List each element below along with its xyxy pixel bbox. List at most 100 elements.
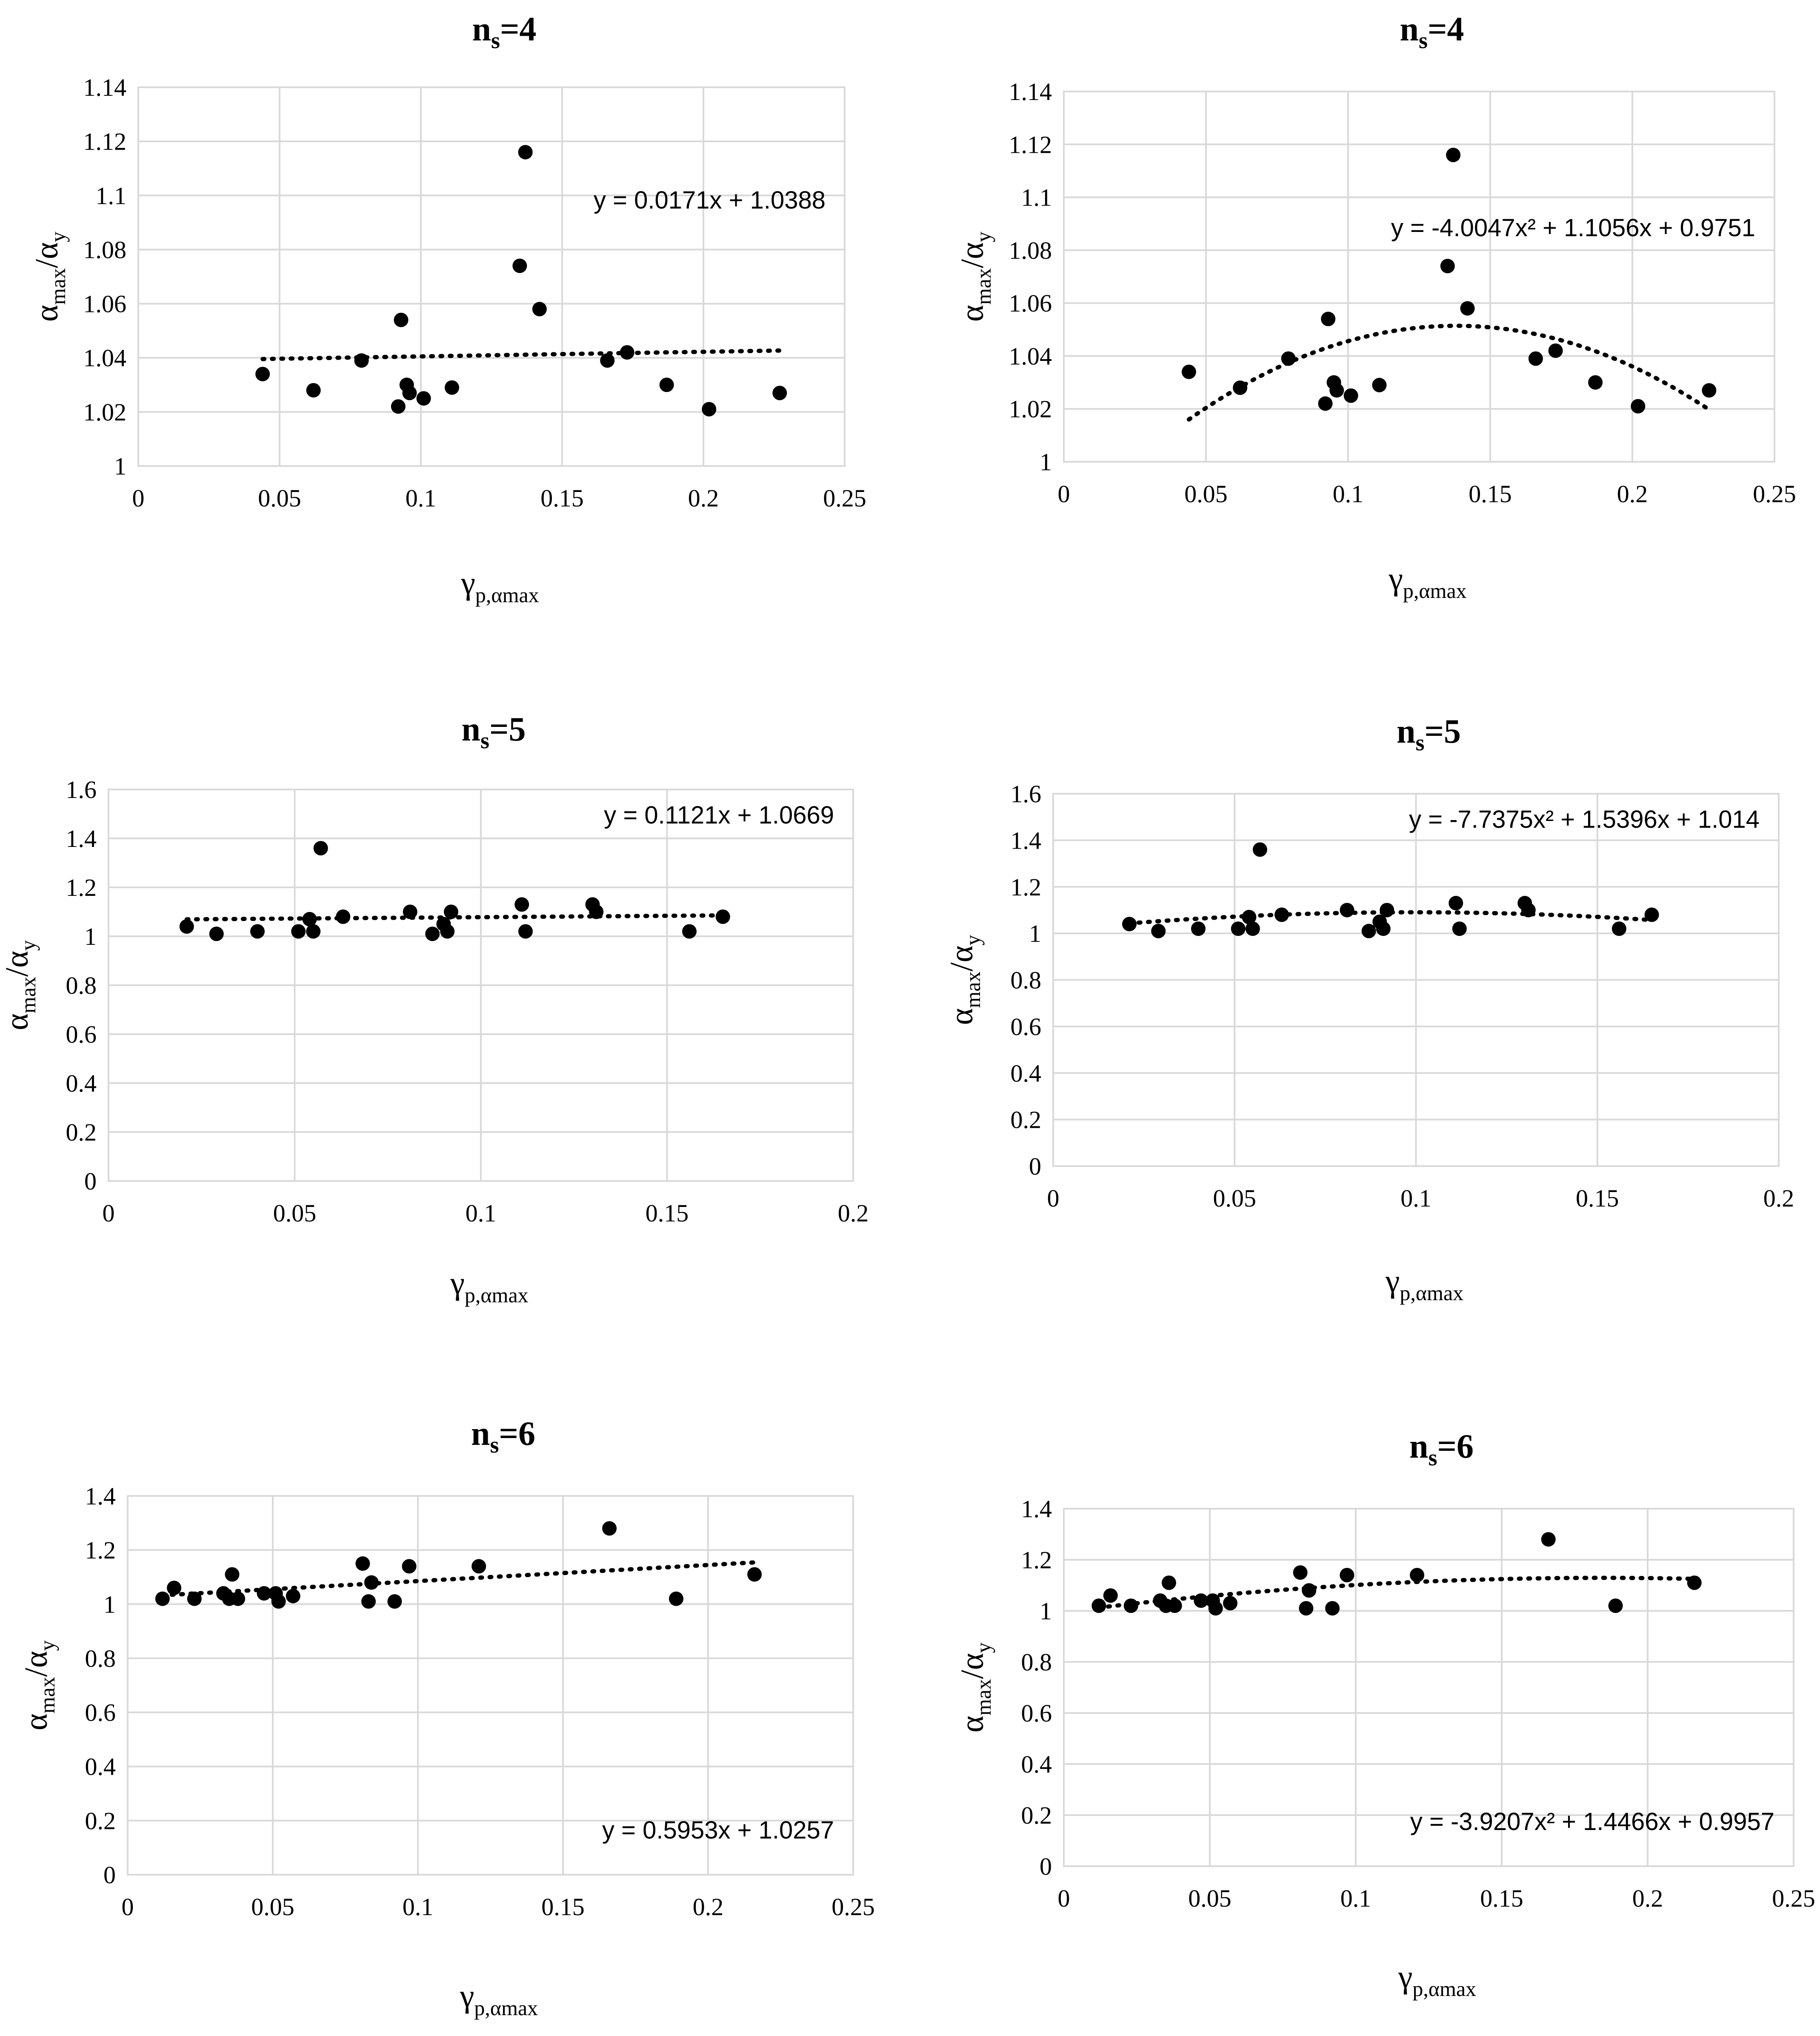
data-point	[336, 909, 351, 924]
trendline-equation: y = 0.1121x + 1.0669	[604, 801, 834, 829]
y-tick-label: 1	[84, 923, 97, 950]
chart-1: 1 1.02 1.04 1.06 1.08 1.1 1.12 1.14 0 0.05 0.1 0.15…	[29, 11, 866, 607]
data-point	[1245, 921, 1260, 936]
y-tick-label: 1.6	[1011, 780, 1042, 808]
data-point	[1460, 301, 1475, 316]
data-point	[1548, 343, 1563, 358]
x-tick-label: 0.05	[1188, 1884, 1231, 1912]
plot-frame	[127, 1495, 854, 1876]
x-tick-label: 0.05	[1213, 1184, 1257, 1212]
data-point	[702, 402, 717, 417]
data-point	[1440, 259, 1455, 274]
data-point	[1372, 377, 1387, 392]
y-axis-label: αmax/αy	[954, 1642, 995, 1733]
x-tick-label: 0.2	[1617, 480, 1648, 508]
data-point	[313, 841, 328, 855]
data-point	[402, 386, 417, 400]
y-tick-label: 0	[84, 1167, 97, 1195]
data-point	[391, 399, 406, 414]
data-point	[440, 924, 455, 939]
x-tick-label: 0.2	[1632, 1884, 1663, 1912]
data-point	[425, 926, 440, 941]
data-point	[1208, 1601, 1223, 1616]
x-tick-label: 0.15	[540, 484, 584, 512]
data-point	[250, 924, 265, 939]
data-point	[1588, 375, 1603, 390]
y-tick-label: 1	[103, 1590, 116, 1618]
data-point	[1151, 924, 1166, 938]
data-point	[1608, 1598, 1623, 1613]
data-point	[1361, 924, 1376, 938]
data-point	[659, 377, 674, 392]
data-point	[187, 1591, 202, 1606]
x-tick-label: 0.15	[646, 1199, 689, 1227]
y-tick-label: 1.2	[1011, 873, 1042, 901]
data-point	[1449, 896, 1463, 911]
y-tick-label: 1.08	[1009, 237, 1052, 264]
y-tick-label: 0.6	[1021, 1699, 1052, 1727]
chart-title: ns=6	[1409, 1428, 1474, 1470]
x-axis-label: γp,αmax	[1388, 561, 1466, 603]
data-point	[1340, 1568, 1354, 1582]
data-point	[602, 1521, 617, 1536]
x-tick-label: 0.1	[1400, 1184, 1431, 1212]
data-point	[1329, 383, 1344, 398]
x-tick-label: 0	[122, 1893, 134, 1921]
x-tick-label: 0.05	[258, 484, 301, 512]
data-point	[444, 904, 458, 919]
data-point	[715, 909, 730, 924]
plot-frame	[1063, 91, 1775, 463]
y-tick-label: 0.6	[66, 1021, 97, 1048]
y-tick-label: 1	[1029, 920, 1041, 947]
x-tick-label: 0.25	[831, 1893, 875, 1921]
y-tick-label: 1.4	[66, 825, 97, 852]
data-point	[1325, 1601, 1340, 1616]
data-point	[1376, 921, 1391, 936]
trendline	[260, 348, 782, 361]
data-point	[1252, 842, 1267, 857]
plot-frame	[1052, 793, 1780, 1167]
y-tick-label: 0.2	[66, 1118, 97, 1146]
data-point	[1299, 1601, 1314, 1616]
y-tick-label: 1.02	[1009, 395, 1052, 423]
data-point	[1281, 351, 1296, 366]
trendline-equation: y = -7.7375x² + 1.5396x + 1.014	[1409, 806, 1760, 833]
data-point	[1242, 909, 1257, 924]
y-tick-label: 1.1	[96, 182, 127, 209]
x-tick-label: 0.15	[1480, 1884, 1523, 1912]
data-point	[355, 1556, 370, 1571]
y-tick-label: 1	[1040, 448, 1052, 476]
y-tick-label: 1.2	[1021, 1546, 1052, 1574]
trendline	[1097, 1576, 1697, 1610]
x-tick-label: 0	[1058, 480, 1070, 508]
y-tick-label: 0	[1040, 1853, 1052, 1880]
y-tick-label: 1.14	[1009, 78, 1052, 106]
chart-3: 0 0.2 0.4 0.6 0.8 1 1.2 1.4 1.6 0 0.05 0.1 0.15 0.2 y …	[0, 711, 869, 1307]
x-axis-label: γp,αmax	[460, 565, 539, 607]
data-point	[1446, 148, 1461, 163]
data-point	[1223, 1596, 1238, 1610]
y-tick-label: 0	[1029, 1152, 1041, 1180]
data-point	[1233, 380, 1248, 395]
chart-4: 0 0.2 0.4 0.6 0.8 1 1.2 1.4 1.6 0 0.05 0.1 0.15 0.2 y …	[944, 713, 1794, 1305]
data-point	[471, 1559, 486, 1574]
data-point	[364, 1575, 379, 1590]
data-point	[1318, 396, 1333, 411]
chart-title: ns=5	[1397, 713, 1461, 755]
data-point	[387, 1594, 402, 1609]
data-point	[1340, 903, 1354, 918]
y-axis-label: αmax/αy	[0, 940, 40, 1030]
x-tick-label: 0.2	[838, 1199, 869, 1227]
data-point	[518, 145, 533, 160]
data-point	[1343, 388, 1358, 403]
x-tick-label: 0.25	[1772, 1884, 1815, 1912]
data-point	[445, 380, 460, 395]
data-point	[155, 1591, 170, 1606]
y-tick-label: 1	[114, 452, 126, 480]
x-tick-label: 0.15	[1576, 1184, 1619, 1212]
y-tick-label: 0.6	[85, 1699, 116, 1727]
data-point	[394, 312, 409, 327]
data-point	[1702, 383, 1717, 398]
data-point	[291, 924, 306, 939]
